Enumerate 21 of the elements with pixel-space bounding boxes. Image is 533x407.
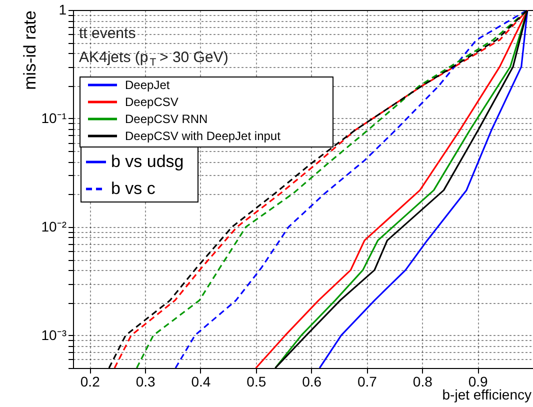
y-tick-label: 10⁻¹ <box>41 110 67 126</box>
x-tick-label: 0.6 <box>302 374 322 390</box>
annotation: b vs c <box>111 179 156 198</box>
x-tick-label: 0.4 <box>191 374 211 390</box>
y-tick-label: 10⁻² <box>41 218 67 234</box>
x-tick-label: 0.2 <box>80 374 100 390</box>
annotation: b vs udsg <box>111 152 184 171</box>
x-tick-label: 0.5 <box>246 374 266 390</box>
legend-label: DeepCSV RNN <box>125 112 208 126</box>
legend-label: DeepCSV with DeepJet input <box>125 129 282 143</box>
x-tick-label: 0.8 <box>412 374 433 390</box>
y-tick-label: 10⁻³ <box>41 326 67 343</box>
annotation: tt events <box>79 25 136 42</box>
legend-label: DeepCSV <box>125 95 178 109</box>
x-tick-label: 0.7 <box>358 374 378 390</box>
x-tick-label: 0.9 <box>468 374 488 390</box>
legend-label: DeepJet <box>125 78 170 92</box>
y-axis-title: mis-id rate <box>20 10 40 90</box>
y-tick-label: 1 <box>58 2 67 18</box>
x-axis-title: b-jet efficiency <box>442 386 532 402</box>
x-tick-label: 0.3 <box>136 374 156 390</box>
